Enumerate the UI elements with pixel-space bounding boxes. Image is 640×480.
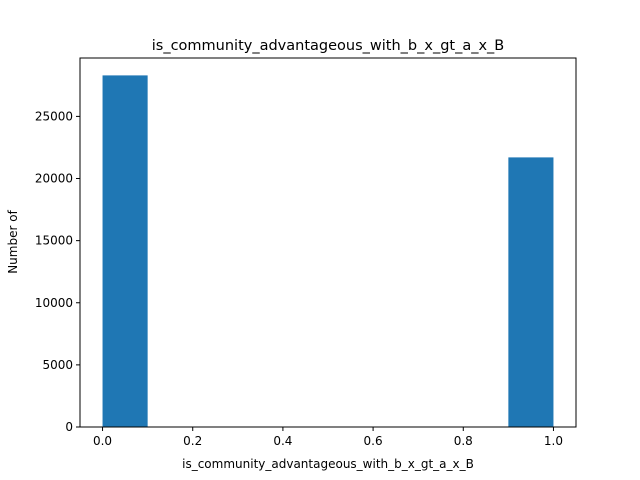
y-tick-label: 20000: [35, 172, 73, 186]
x-tick-label: 0.0: [93, 434, 112, 448]
y-tick-label: 0: [65, 420, 73, 434]
y-tick-label: 25000: [35, 109, 73, 123]
x-axis-label: is_community_advantageous_with_b_x_gt_a_…: [182, 457, 474, 471]
x-tick-label: 0.6: [364, 434, 383, 448]
histogram-bar-1: [508, 157, 554, 428]
bars-group: [102, 75, 554, 428]
histogram-bar-0: [102, 75, 148, 428]
x-tick-label: 1.0: [544, 434, 563, 448]
y-tick-label: 5000: [42, 358, 73, 372]
x-tick-label: 0.2: [183, 434, 202, 448]
y-axis-label: Number of: [6, 209, 20, 273]
x-tick-label: 0.4: [273, 434, 292, 448]
x-axis-ticks: 0.0 0.2 0.4 0.6 0.8 1.0: [93, 427, 563, 448]
y-axis-ticks: 0 5000 10000 15000 20000 25000: [35, 109, 80, 434]
plot-frame: [79, 57, 577, 428]
x-tick-label: 0.8: [454, 434, 473, 448]
chart-title: is_community_advantageous_with_b_x_gt_a_…: [152, 38, 505, 54]
y-tick-label: 10000: [35, 296, 73, 310]
y-tick-label: 15000: [35, 234, 73, 248]
